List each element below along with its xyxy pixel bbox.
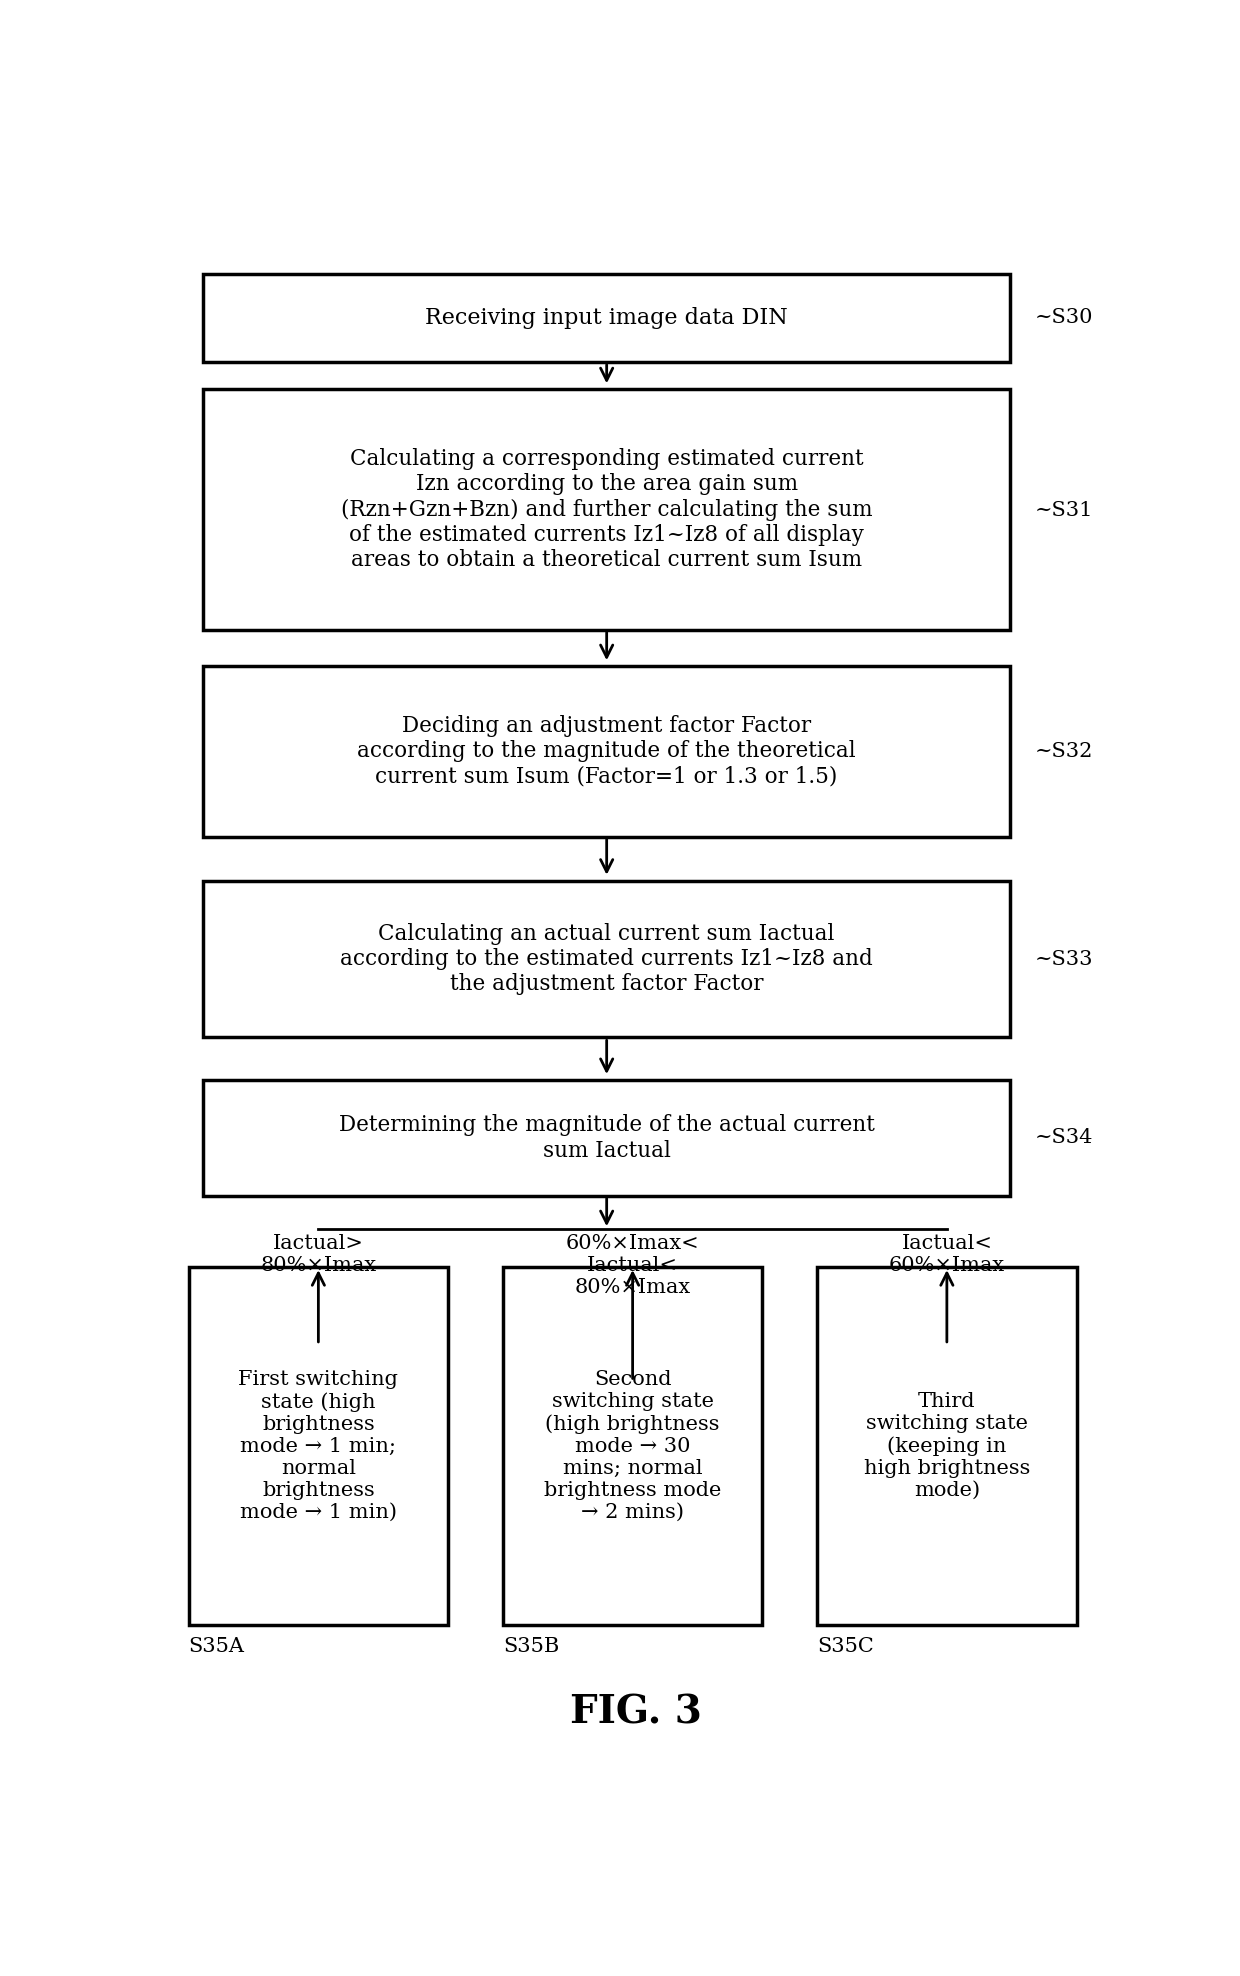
Text: First switching
state (high
brightness
mode → 1 min;
normal
brightness
mode → 1 : First switching state (high brightness m…: [238, 1369, 398, 1522]
Text: Iactual>
80%×Imax: Iactual> 80%×Imax: [260, 1233, 377, 1275]
Text: ~S32: ~S32: [1034, 741, 1092, 761]
FancyBboxPatch shape: [203, 881, 1011, 1037]
FancyBboxPatch shape: [188, 1267, 448, 1624]
FancyBboxPatch shape: [817, 1267, 1076, 1624]
Text: S35B: S35B: [503, 1636, 559, 1656]
Text: Iactual<
60%×Imax: Iactual< 60%×Imax: [889, 1233, 1004, 1275]
Text: Determining the magnitude of the actual current
sum Iactual: Determining the magnitude of the actual …: [339, 1114, 874, 1162]
FancyBboxPatch shape: [203, 666, 1011, 836]
Text: Receiving input image data DIN: Receiving input image data DIN: [425, 306, 789, 328]
Text: S35A: S35A: [188, 1636, 244, 1656]
FancyBboxPatch shape: [203, 273, 1011, 362]
Text: Calculating a corresponding estimated current
Izn according to the area gain sum: Calculating a corresponding estimated cu…: [341, 449, 873, 571]
Text: ~S33: ~S33: [1034, 950, 1092, 970]
FancyBboxPatch shape: [503, 1267, 763, 1624]
Text: Third
switching state
(keeping in
high brightness
mode): Third switching state (keeping in high b…: [864, 1391, 1030, 1500]
Text: ~S34: ~S34: [1034, 1128, 1092, 1148]
FancyBboxPatch shape: [203, 389, 1011, 630]
FancyBboxPatch shape: [203, 1081, 1011, 1195]
Text: Second
switching state
(high brightness
mode → 30
mins; normal
brightness mode
→: Second switching state (high brightness …: [544, 1369, 722, 1522]
Text: S35C: S35C: [817, 1636, 874, 1656]
Text: ~S30: ~S30: [1034, 308, 1092, 328]
Text: Calculating an actual current sum Iactual
according to the estimated currents Iz: Calculating an actual current sum Iactua…: [340, 923, 873, 996]
Text: 60%×Imax<
Iactual<
80%×Imax: 60%×Imax< Iactual< 80%×Imax: [565, 1233, 699, 1296]
Text: FIG. 3: FIG. 3: [569, 1693, 702, 1733]
Text: ~S31: ~S31: [1034, 502, 1092, 520]
Text: Deciding an adjustment factor Factor
according to the magnitude of the theoretic: Deciding an adjustment factor Factor acc…: [357, 715, 856, 788]
